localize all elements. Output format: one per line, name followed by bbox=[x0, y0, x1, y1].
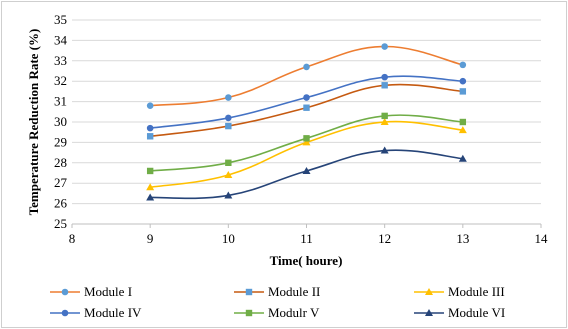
legend-item: Module III bbox=[414, 284, 505, 299]
legend-item: Module IV bbox=[50, 305, 142, 320]
x-axis-title: Time( houre) bbox=[270, 253, 343, 268]
y-tick-label: 33 bbox=[54, 53, 67, 68]
y-tick-label: 34 bbox=[54, 32, 68, 47]
legend-marker bbox=[245, 288, 253, 296]
data-point bbox=[459, 61, 467, 69]
data-point bbox=[381, 73, 388, 81]
x-tick-label: 10 bbox=[222, 231, 235, 246]
data-point bbox=[146, 167, 154, 175]
legend-marker bbox=[61, 309, 69, 317]
legend-marker bbox=[425, 309, 433, 316]
data-point bbox=[224, 191, 233, 199]
x-tick-label: 8 bbox=[69, 231, 76, 246]
legend-label: Module I bbox=[84, 284, 132, 299]
legend-marker bbox=[245, 309, 253, 317]
data-point bbox=[225, 122, 232, 130]
series-5 bbox=[146, 112, 467, 175]
y-tick-label: 32 bbox=[54, 73, 67, 88]
data-point bbox=[146, 102, 154, 109]
x-tick-label: 13 bbox=[456, 231, 469, 246]
y-tick-label: 28 bbox=[54, 155, 67, 170]
data-point bbox=[380, 118, 389, 125]
y-axis-title: Temperature Reduction Rate (%) bbox=[26, 29, 41, 216]
data-point bbox=[224, 171, 233, 179]
y-tick-label: 25 bbox=[54, 216, 67, 231]
series-3 bbox=[146, 118, 467, 191]
y-tick-label: 35 bbox=[54, 12, 67, 27]
y-tick-label: 26 bbox=[54, 196, 68, 211]
legend-label: Module VI bbox=[448, 305, 505, 320]
data-point bbox=[146, 193, 155, 201]
data-point bbox=[380, 146, 389, 154]
data-point bbox=[459, 88, 467, 95]
data-point bbox=[146, 124, 154, 132]
data-point bbox=[303, 94, 310, 101]
axes: 25 26 27 28 29 30 31 32 33 34 35 8 9 10 11 12 13 14 bbox=[54, 12, 548, 246]
legend-label: Module II bbox=[268, 284, 320, 299]
data-point bbox=[303, 135, 310, 142]
legend-label: Module III bbox=[448, 284, 505, 299]
data-point bbox=[381, 112, 388, 120]
data-point bbox=[146, 133, 154, 140]
data-point bbox=[381, 82, 388, 89]
grid-lines bbox=[72, 19, 541, 205]
y-tick-label: 31 bbox=[54, 94, 67, 109]
data-point bbox=[303, 104, 310, 111]
data-point bbox=[381, 43, 388, 50]
legend-item: Module VI bbox=[414, 305, 505, 320]
data-point bbox=[303, 63, 310, 71]
legend-item: Module I bbox=[50, 284, 132, 299]
legend-marker bbox=[425, 288, 433, 295]
series-line bbox=[150, 149, 463, 200]
x-tick-label: 14 bbox=[535, 231, 549, 246]
y-tick-label: 29 bbox=[54, 134, 67, 149]
x-tick-label: 11 bbox=[300, 231, 313, 246]
y-tick-label: 30 bbox=[54, 114, 67, 129]
legend-label: Module IV bbox=[84, 305, 142, 320]
x-tick-label: 12 bbox=[378, 231, 391, 246]
series-2 bbox=[146, 82, 467, 140]
legend-item: Modulr V bbox=[234, 305, 320, 320]
data-point bbox=[459, 77, 467, 85]
data-point bbox=[302, 138, 311, 146]
data-point bbox=[225, 94, 232, 101]
data-point bbox=[225, 159, 232, 166]
data-point bbox=[458, 154, 467, 162]
legend-item: Module II bbox=[234, 284, 320, 299]
x-tick-label: 9 bbox=[147, 231, 154, 246]
legend-label: Modulr V bbox=[268, 305, 320, 320]
series-1 bbox=[146, 43, 467, 109]
data-point bbox=[459, 118, 467, 126]
series-4 bbox=[146, 73, 467, 132]
data-point bbox=[458, 126, 467, 134]
data-point bbox=[302, 166, 311, 174]
legend-marker bbox=[61, 288, 69, 296]
series-layer bbox=[146, 43, 467, 201]
legend: Module I Module II Module III Module IV Modu… bbox=[50, 284, 505, 320]
y-tick-label: 27 bbox=[54, 175, 68, 190]
data-point bbox=[225, 114, 232, 122]
series-6 bbox=[146, 146, 467, 201]
data-point bbox=[146, 183, 155, 191]
